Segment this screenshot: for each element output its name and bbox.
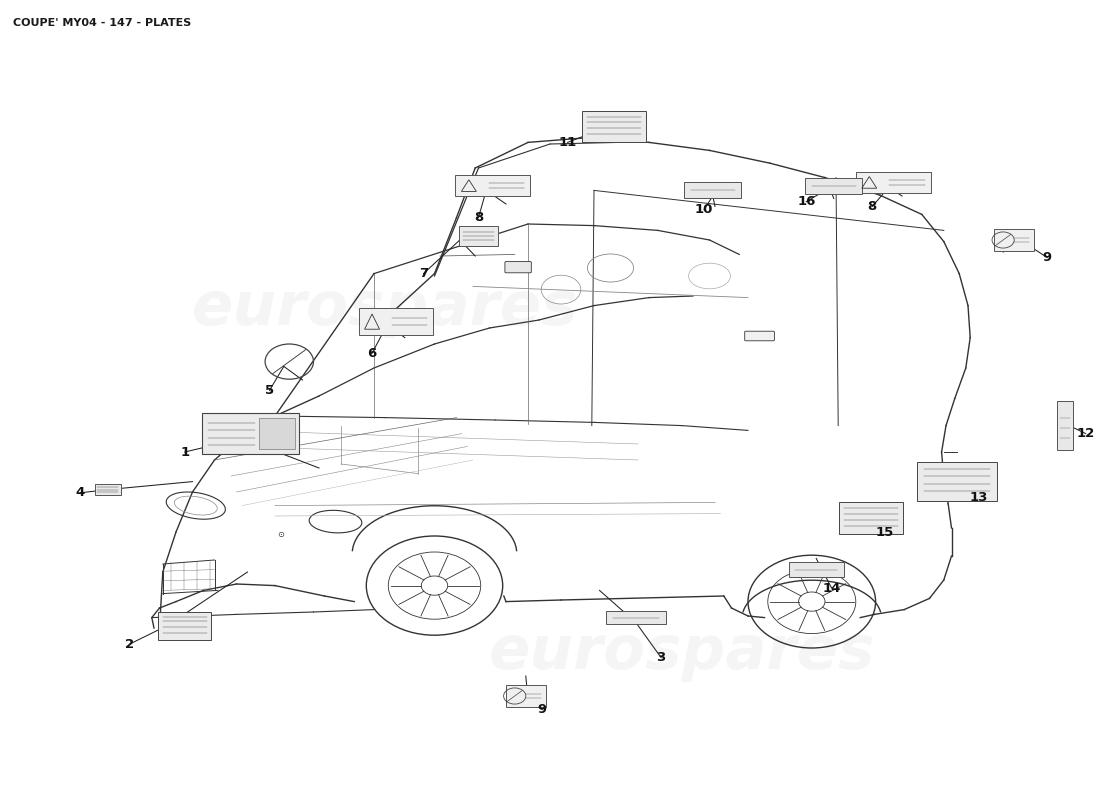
Text: 4: 4 [76,486,85,499]
FancyBboxPatch shape [605,611,667,624]
FancyBboxPatch shape [805,178,862,194]
Text: 8: 8 [474,211,483,224]
FancyBboxPatch shape [1056,401,1072,450]
Text: eurospares: eurospares [488,622,876,682]
FancyBboxPatch shape [202,413,299,454]
FancyBboxPatch shape [856,172,931,193]
Text: 8: 8 [868,200,877,213]
Text: 15: 15 [876,526,893,538]
Text: COUPE' MY04 - 147 - PLATES: COUPE' MY04 - 147 - PLATES [13,18,191,27]
Text: 16: 16 [798,195,815,208]
FancyBboxPatch shape [994,229,1034,251]
FancyBboxPatch shape [95,484,121,495]
Text: 1: 1 [180,446,189,458]
Text: 5: 5 [265,384,274,397]
FancyBboxPatch shape [745,331,774,341]
FancyBboxPatch shape [158,611,211,640]
Text: 9: 9 [1043,251,1052,264]
FancyBboxPatch shape [455,175,530,196]
Text: 2: 2 [125,638,134,650]
Text: 7: 7 [419,267,428,280]
FancyBboxPatch shape [506,685,546,707]
Text: 13: 13 [970,491,988,504]
FancyBboxPatch shape [582,111,646,142]
Text: eurospares: eurospares [191,278,579,338]
FancyBboxPatch shape [839,502,903,534]
Text: 9: 9 [538,703,547,716]
FancyBboxPatch shape [459,226,498,246]
Text: ⊙: ⊙ [277,530,284,539]
Text: 10: 10 [695,203,713,216]
FancyBboxPatch shape [359,308,433,335]
Text: 14: 14 [823,582,840,594]
Text: 3: 3 [657,651,665,664]
FancyBboxPatch shape [684,182,741,198]
Text: 12: 12 [1077,427,1094,440]
FancyBboxPatch shape [789,562,844,577]
FancyBboxPatch shape [258,418,295,450]
Text: 6: 6 [367,347,376,360]
FancyBboxPatch shape [917,462,997,501]
Text: 11: 11 [559,136,576,149]
FancyBboxPatch shape [505,262,531,273]
